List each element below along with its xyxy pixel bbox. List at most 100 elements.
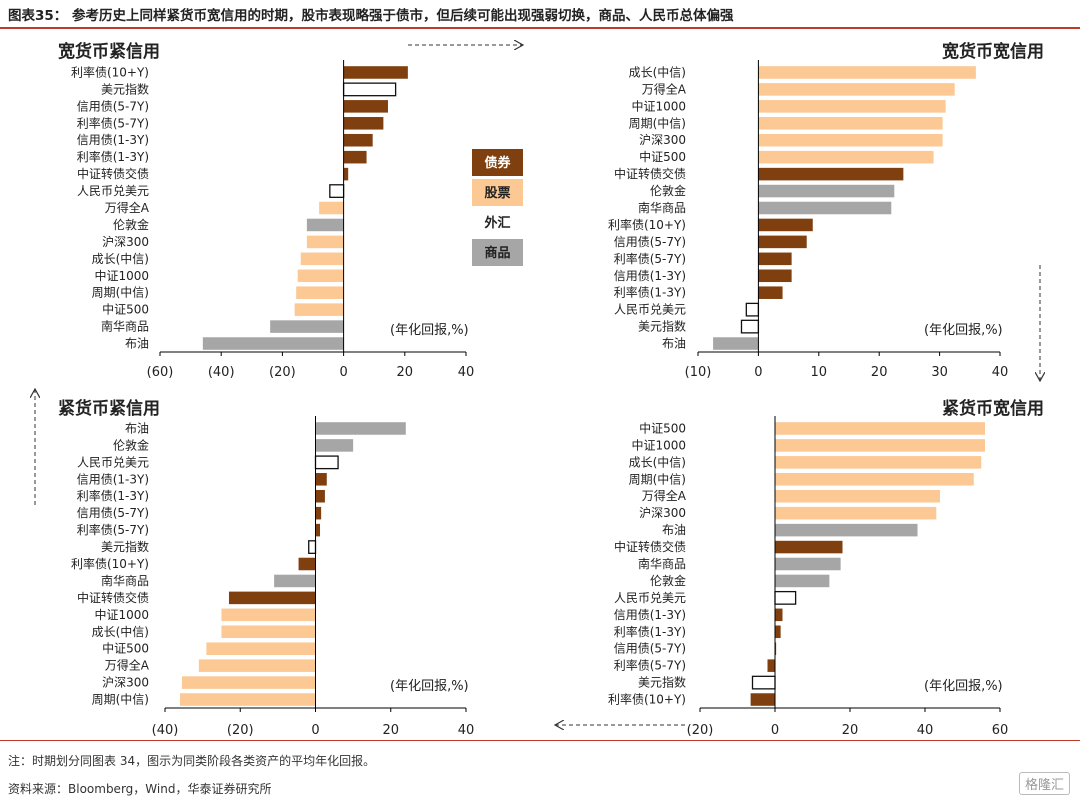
tick-label: 40 xyxy=(917,723,934,738)
category-label: 利率债(5-7Y) xyxy=(77,522,149,537)
tick-label: 0 xyxy=(311,723,319,738)
unit-label: (年化回报,%) xyxy=(924,323,1003,338)
tick-label: 0 xyxy=(339,365,347,380)
bar xyxy=(270,320,344,333)
category-label: 利率债(1-3Y) xyxy=(614,285,686,300)
tick-label: 60 xyxy=(992,723,1009,738)
category-label: 中证500 xyxy=(639,149,686,164)
category-label: 周期(中信) xyxy=(92,285,149,300)
bar xyxy=(775,540,843,554)
chart-title: 紧货币紧信用 xyxy=(58,398,160,419)
tick-label: (40) xyxy=(152,723,179,738)
unit-label: (年化回报,%) xyxy=(924,679,1003,694)
category-label: 利率债(5-7Y) xyxy=(77,115,149,130)
category-label: 人民币兑美元 xyxy=(77,455,149,469)
bar xyxy=(775,439,985,452)
tick-label: 40 xyxy=(458,723,475,738)
bar xyxy=(180,693,316,706)
figure-title: 图表35： 参考历史上同样紧货币宽信用的时期，股市表现略强于债市，但后续可能出现… xyxy=(8,8,734,24)
footnote: 注：时期划分同图表 34，图示为同类阶段各类资产的平均年化回报。 xyxy=(8,754,376,768)
chart-title: 宽货币宽信用 xyxy=(942,41,1044,62)
legend-item: 债券 xyxy=(472,149,523,176)
category-label: 人民币兑美元 xyxy=(614,303,686,317)
bar xyxy=(306,218,344,232)
category-label: 周期(中信) xyxy=(629,471,686,486)
category-label: 成长(中信) xyxy=(92,624,149,639)
category-label: 南华商品 xyxy=(101,319,149,334)
tick-label: 20 xyxy=(842,723,859,738)
watermark-logo: 格隆汇 xyxy=(1018,772,1070,795)
bar xyxy=(181,676,316,689)
bar xyxy=(314,455,339,470)
category-label: 利率债(10+Y) xyxy=(71,64,149,79)
category-label: 万得全A xyxy=(642,81,687,96)
bar xyxy=(315,523,321,537)
bar xyxy=(297,269,344,283)
category-label: 伦敦金 xyxy=(650,183,686,198)
legend-swatch xyxy=(472,179,523,206)
category-label: 南华商品 xyxy=(638,200,686,215)
bar xyxy=(294,303,344,316)
category-label: 信用债(5-7Y) xyxy=(77,99,149,113)
bar xyxy=(758,269,792,283)
category-label: 利率债(10+Y) xyxy=(608,217,686,232)
unit-label: (年化回报,%) xyxy=(390,323,469,338)
category-label: 美元指数 xyxy=(638,675,686,690)
legend-label: 外汇 xyxy=(483,215,510,231)
category-label: 人民币兑美元 xyxy=(614,591,686,605)
legend-item: 外汇 xyxy=(483,215,510,231)
category-label: 万得全A xyxy=(105,200,150,215)
category-label: 布油 xyxy=(662,337,686,351)
category-label: 周期(中信) xyxy=(629,115,686,130)
tick-label: 0 xyxy=(771,723,779,738)
bar xyxy=(775,625,781,639)
category-label: 中证1000 xyxy=(631,98,686,113)
bar xyxy=(343,133,373,147)
category-label: 利率债(1-3Y) xyxy=(614,624,686,639)
bar xyxy=(300,252,344,266)
tick-label: 20 xyxy=(397,365,414,380)
bar xyxy=(758,235,807,249)
bar xyxy=(296,286,344,299)
category-label: 信用债(1-3Y) xyxy=(614,269,686,283)
category-label: 美元指数 xyxy=(101,539,149,554)
bar xyxy=(198,659,316,672)
category-label: 美元指数 xyxy=(638,319,686,334)
category-label: 中证转债交债 xyxy=(77,590,149,605)
category-label: 沪深300 xyxy=(639,506,686,520)
category-label: 中证500 xyxy=(102,302,149,317)
legend-item: 商品 xyxy=(472,239,523,266)
category-label: 伦敦金 xyxy=(113,437,149,452)
bar xyxy=(306,235,344,249)
category-label: 中证转债交债 xyxy=(77,166,149,181)
bar xyxy=(775,456,982,469)
category-label: 信用债(1-3Y) xyxy=(77,472,149,486)
tick-label: 20 xyxy=(382,723,399,738)
category-label: 中证1000 xyxy=(631,437,686,452)
bar xyxy=(758,252,792,266)
bar xyxy=(758,66,976,79)
category-label: 信用债(1-3Y) xyxy=(614,608,686,622)
legend-label: 股票 xyxy=(484,185,510,201)
bar xyxy=(308,540,317,554)
tick-label: 40 xyxy=(992,365,1009,380)
bar xyxy=(758,201,892,215)
chart-title: 紧货币宽信用 xyxy=(942,398,1044,419)
category-label: 中证1000 xyxy=(94,607,149,622)
category-label: 信用债(5-7Y) xyxy=(614,235,686,249)
tick-label: 10 xyxy=(811,365,828,380)
legend-swatch xyxy=(472,149,523,176)
bar xyxy=(343,66,408,79)
bar xyxy=(767,659,775,672)
category-label: 万得全A xyxy=(105,658,150,673)
legend-item: 股票 xyxy=(472,179,523,206)
category-label: 利率债(5-7Y) xyxy=(614,251,686,266)
title-rule xyxy=(0,27,1080,29)
bar xyxy=(315,473,327,486)
tick-label: (20) xyxy=(687,723,714,738)
category-label: 利率债(1-3Y) xyxy=(77,488,149,503)
